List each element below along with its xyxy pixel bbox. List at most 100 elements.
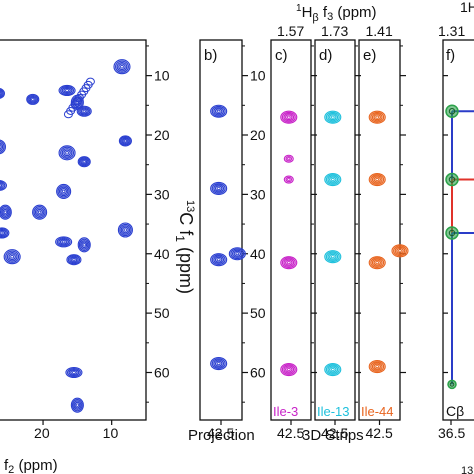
panel-f-node	[447, 379, 457, 390]
contour-ring	[327, 113, 339, 122]
panel-e-peak	[368, 172, 386, 187]
contour-center	[330, 368, 335, 372]
panel-a-diagonal-ridge	[63, 77, 95, 119]
contour-ring	[211, 254, 226, 266]
contour-ring	[5, 250, 20, 263]
panel-a-peak	[65, 366, 83, 379]
contour-ring	[116, 61, 128, 72]
contour-ring	[214, 185, 223, 192]
contour-ring	[371, 362, 383, 371]
contour-ring	[393, 245, 407, 257]
contour-ring	[329, 253, 337, 260]
contour-center	[72, 371, 76, 374]
contour-ring	[61, 86, 73, 95]
contour-center	[216, 186, 221, 190]
panel-a-ytick-label: 20	[154, 127, 170, 143]
contour-center	[3, 210, 7, 214]
contour-center	[75, 403, 79, 407]
contour-center	[65, 151, 69, 155]
contour-ring	[325, 364, 340, 375]
label-part: (ppm)	[14, 457, 57, 474]
contour-ring	[70, 369, 78, 376]
panel-a-ytick-label: 40	[154, 246, 170, 262]
contour-ring	[119, 223, 132, 237]
contour-ring	[8, 253, 16, 261]
panel-a-xtick-label: 20	[34, 425, 50, 441]
contour-ring	[370, 361, 385, 372]
contour-ring	[285, 366, 293, 373]
label-part: f	[4, 457, 9, 474]
contour-ring	[0, 91, 2, 96]
contour-ring	[230, 248, 245, 260]
contour-ring	[371, 113, 383, 122]
contour-center	[286, 115, 291, 119]
contour-ring	[370, 174, 385, 185]
contour-ring	[66, 367, 81, 378]
label-part: C f	[176, 212, 196, 236]
panel-f-frame	[442, 39, 474, 421]
label-part: β	[312, 12, 318, 24]
contour-ring	[28, 95, 37, 103]
contour-ring	[29, 96, 36, 102]
panel-c-residue-label: Ile-3	[273, 404, 298, 419]
panel-a-peak	[55, 236, 73, 248]
contour-ring	[211, 105, 226, 117]
contour-ring	[329, 176, 337, 183]
panel-e-residue-label: Ile-44	[361, 404, 394, 419]
strips-caption: 3D Strips	[302, 427, 364, 444]
panel-e-top-value: 1.41	[366, 23, 393, 39]
contour-center	[216, 258, 221, 262]
contour-ring	[61, 148, 73, 158]
panel-d-xtick-label: 42.5	[321, 425, 348, 441]
label-part: (ppm)	[333, 4, 376, 21]
panel-f-node-core	[448, 176, 456, 183]
contour-ring	[122, 226, 129, 234]
contour-ring	[0, 181, 6, 190]
contour-center	[0, 231, 4, 235]
contour-ring	[81, 159, 88, 165]
contour-ring	[329, 114, 337, 121]
panel-a-peak	[26, 93, 40, 105]
contour-ring	[122, 138, 129, 144]
contour-center	[330, 115, 335, 119]
contour-ring	[63, 149, 71, 157]
contour-ring	[325, 251, 340, 263]
panel-d-peak	[324, 110, 342, 124]
contour-ring	[370, 257, 385, 269]
contour-center	[120, 65, 124, 69]
panel-b-peak	[210, 104, 228, 118]
label-part: 13	[184, 200, 196, 212]
projection-caption: Projection	[188, 427, 255, 444]
contour-ring	[285, 259, 293, 266]
contour-ring	[283, 365, 295, 374]
contour-center	[375, 261, 380, 265]
panel-f-node	[445, 172, 459, 187]
panel-a-peak	[76, 105, 92, 117]
panel-a-ytick-label: 10	[154, 68, 170, 84]
contour-ring	[73, 400, 82, 410]
label-part: 1	[296, 3, 302, 14]
contour-center	[61, 240, 66, 244]
panel-c-peak	[280, 362, 298, 377]
contour-ring	[283, 113, 295, 122]
contour-ring	[27, 94, 39, 104]
panel-f-atom-label: Cβ	[446, 403, 464, 419]
contour-ring	[36, 208, 43, 216]
contour-ring	[213, 255, 225, 264]
panel-a-xtick-label: 10	[103, 425, 119, 441]
contour-center	[398, 249, 402, 253]
contour-ring	[60, 146, 75, 159]
panel-a-ytick-label: 30	[154, 186, 170, 202]
contour-ring	[281, 111, 296, 123]
panel-f-node	[445, 104, 459, 118]
panel-a-peak	[0, 139, 6, 155]
panel-e-label: e)	[363, 47, 376, 64]
contour-ring	[34, 207, 45, 217]
contour-ring	[120, 136, 131, 146]
panel-f-edge-tick: 13	[461, 465, 473, 474]
panel-b-peak	[210, 357, 228, 371]
contour-center	[216, 109, 221, 113]
contour-ring	[6, 251, 18, 262]
contour-ring	[283, 258, 295, 267]
contour-ring	[70, 257, 78, 263]
